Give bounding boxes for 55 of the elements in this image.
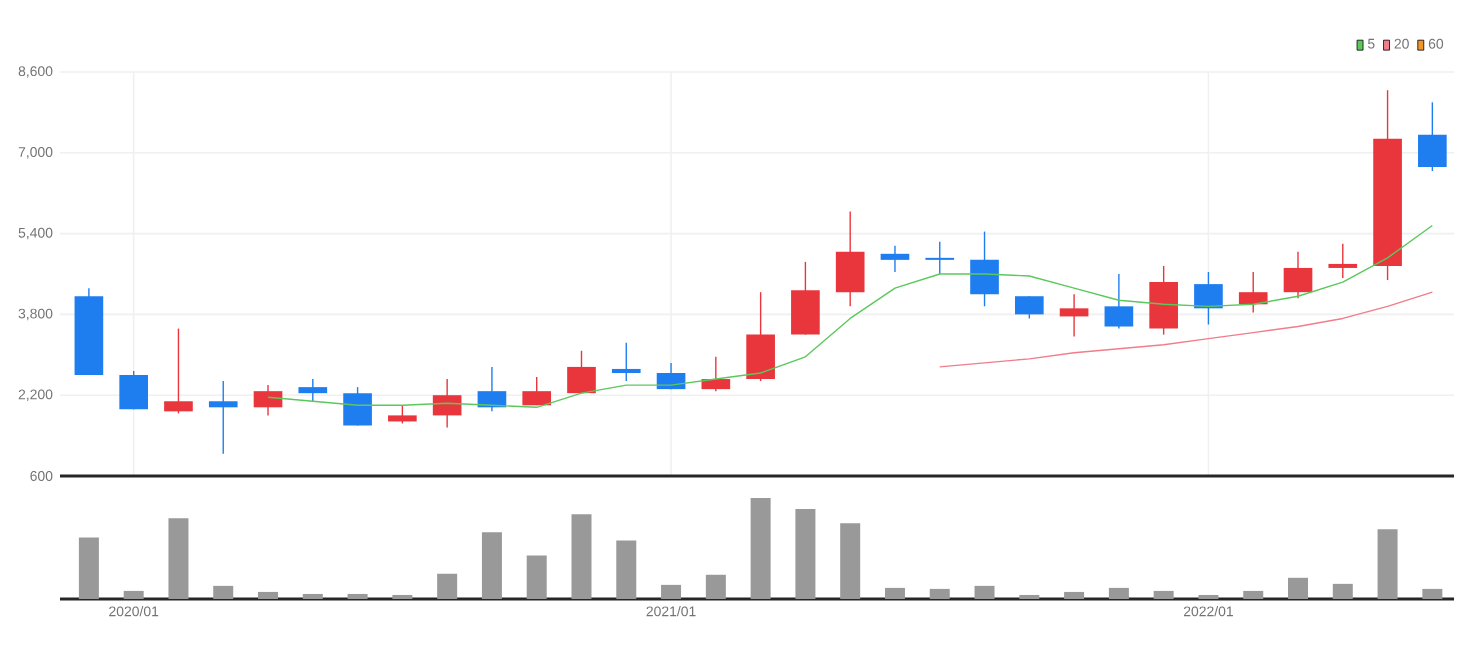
bar [213, 585, 234, 599]
bar [481, 532, 502, 599]
bar [526, 555, 547, 599]
candlestick [1014, 295, 1044, 320]
bar [1422, 588, 1443, 599]
bar [661, 584, 682, 599]
bar [884, 587, 905, 599]
candlestick [567, 350, 596, 394]
candlestick [611, 341, 641, 382]
candlestick [1418, 101, 1447, 172]
candlestick [208, 380, 238, 455]
bar [840, 523, 861, 599]
candlestick [1238, 271, 1268, 314]
bar [78, 537, 99, 599]
candlestick [925, 240, 955, 275]
bar [1243, 590, 1264, 599]
candlestick [835, 210, 865, 308]
bar [258, 591, 279, 599]
bar [1108, 587, 1129, 599]
candlestick [1059, 293, 1089, 338]
bar [616, 540, 637, 599]
candlestick [298, 378, 328, 402]
candlestick [1149, 265, 1178, 336]
bar [123, 590, 144, 599]
candlestick [1328, 243, 1358, 279]
bar [302, 593, 323, 599]
candlestick [1194, 271, 1223, 326]
bar [750, 497, 771, 599]
bar [571, 514, 592, 599]
bar [1377, 529, 1398, 599]
bar [1288, 577, 1309, 599]
candlestick [701, 356, 731, 392]
candlestick [164, 327, 193, 415]
candlestick [880, 245, 910, 273]
candlestick [522, 376, 552, 406]
candlestick [1104, 273, 1134, 330]
candlestick [119, 370, 148, 411]
candlestick [1283, 251, 1313, 299]
bar [974, 585, 995, 599]
candlestick [388, 404, 417, 425]
candlestick [970, 230, 999, 308]
bar [1332, 583, 1353, 599]
candlestick [343, 386, 372, 427]
bar [347, 593, 368, 599]
bar [795, 509, 816, 599]
candlestick [432, 378, 462, 429]
bar [1153, 590, 1174, 599]
bar [705, 574, 726, 599]
candlestick [791, 261, 820, 336]
bar [437, 573, 458, 599]
candlestick [253, 384, 283, 417]
bar [1064, 591, 1085, 599]
bar [929, 588, 950, 599]
bar [168, 518, 189, 599]
candlestick [746, 291, 775, 382]
